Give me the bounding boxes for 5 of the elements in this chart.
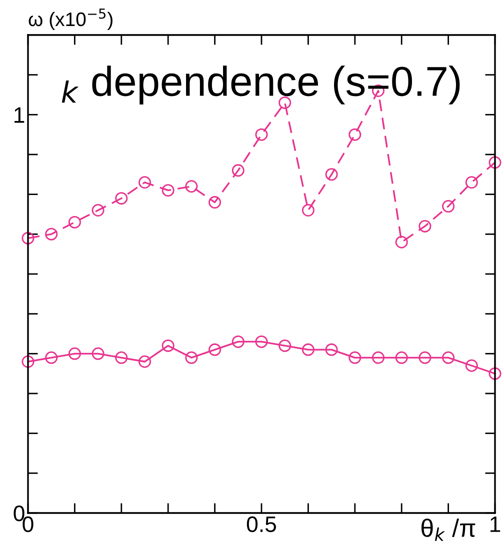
- x-axis-title: θ$_{k}$ /π: [421, 518, 476, 541]
- text: $_{k}$ dependence (s=0.7): [62, 66, 460, 104]
- x-tick-label: 1: [490, 516, 500, 532]
- x-tick-label: 0.5: [246, 516, 276, 532]
- y-axis-title: ω (x10$^{−5}$): [28, 8, 112, 30]
